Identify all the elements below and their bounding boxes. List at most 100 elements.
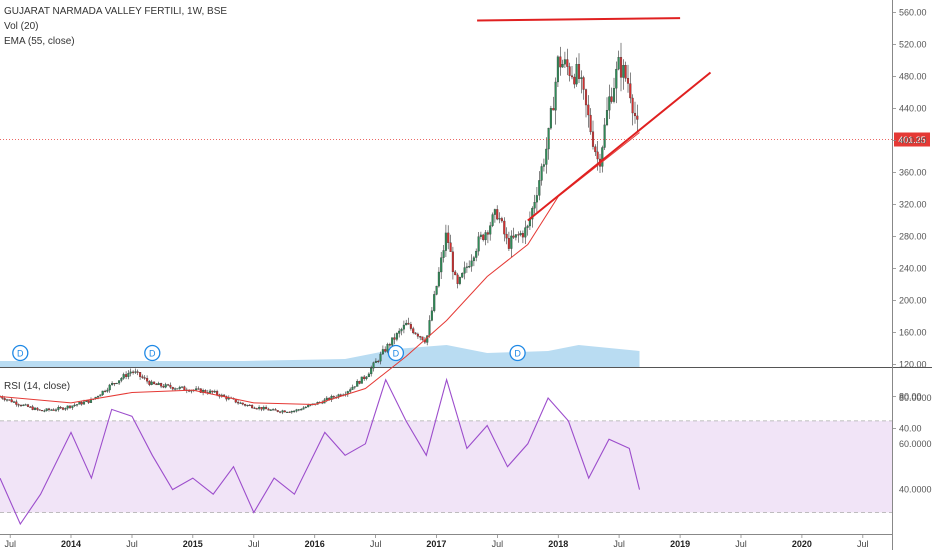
last-price-label-bg (894, 132, 930, 147)
candle-body (461, 273, 464, 278)
candle-body (381, 349, 384, 355)
x-tick-label: 2016 (305, 539, 325, 549)
candle-body (456, 274, 459, 284)
candle-body (307, 405, 310, 408)
candle-body (395, 333, 398, 340)
candle-body (552, 108, 555, 111)
candle-body (538, 180, 541, 196)
candle-body (101, 390, 104, 395)
candle-body (199, 388, 202, 393)
candle-body (388, 344, 391, 346)
candle-body (24, 404, 27, 406)
trendline-2 (527, 71, 712, 222)
price-y-tick: 80.00 (899, 392, 922, 402)
candle-body (108, 384, 111, 391)
candle-body (99, 394, 102, 397)
candle-body (591, 131, 595, 147)
candle-body (402, 324, 405, 330)
price-y-tick: 520.00 (899, 40, 927, 50)
candle-body (167, 384, 170, 386)
candle-body (113, 383, 116, 385)
candle-body (631, 97, 634, 114)
price-y-tick: 320.00 (899, 200, 927, 210)
candle-body (120, 378, 123, 381)
candle-body (570, 75, 574, 78)
candle-body (437, 271, 440, 287)
candle-body (178, 386, 181, 389)
candle-body (349, 389, 352, 392)
ema-legend[interactable]: EMA (55, close) (4, 36, 75, 47)
candle-body (286, 411, 289, 413)
candle-body (430, 310, 433, 321)
volume-legend[interactable]: Vol (20) (4, 21, 39, 32)
candle-body (465, 266, 468, 268)
dividend-marker-label: D (393, 349, 400, 359)
candle-body (566, 59, 569, 67)
last-price-label: 401.25 (898, 135, 926, 145)
candle-body (288, 411, 291, 413)
candle-body (605, 110, 609, 126)
candle-body (295, 409, 298, 412)
candle-body (300, 409, 303, 411)
candle-body (265, 407, 268, 410)
candle-body (3, 398, 6, 401)
candle-body (332, 396, 335, 398)
candle-body (393, 337, 396, 340)
candle-body (540, 166, 543, 181)
candle-body (379, 353, 382, 362)
candle-body (610, 96, 613, 102)
candle-body (608, 96, 611, 111)
candle-body (400, 329, 403, 332)
rsi-y-tick: 60.0000 (899, 439, 932, 449)
candle-body (61, 407, 65, 410)
candle-body (111, 383, 114, 386)
x-tick-label: 2014 (61, 539, 81, 549)
candle-body (524, 227, 527, 238)
candle-body (584, 89, 588, 106)
rsi-legend[interactable]: RSI (14, close) (4, 381, 71, 392)
price-y-tick: 360.00 (899, 168, 927, 178)
circle-d-icon (144, 344, 161, 362)
candle-body (281, 410, 284, 413)
candle-body (164, 384, 167, 388)
candle-body (568, 66, 571, 76)
candle-body (244, 404, 247, 406)
candle-body (629, 83, 632, 99)
candle-body (75, 404, 79, 406)
candle-body (365, 376, 368, 379)
candle-body (213, 391, 216, 393)
chart-legend-title[interactable]: GUJARAT NARMADA VALLEY FERTILI, 1W, BSE (4, 6, 228, 17)
candle-body (493, 209, 496, 215)
candle-body (80, 402, 83, 405)
candle-body (82, 401, 86, 405)
candle-body (521, 233, 524, 238)
candle-body (505, 233, 508, 239)
candle-body (260, 407, 263, 410)
candle-body (96, 396, 100, 398)
candle-body (52, 409, 55, 411)
x-tick-label: Jul (857, 539, 869, 549)
candle-body (594, 146, 597, 153)
candle-body (472, 257, 475, 262)
candle-body (549, 108, 552, 129)
candle-body (367, 373, 370, 378)
candle-body (573, 76, 576, 85)
candle-body (622, 65, 625, 78)
candle-body (253, 407, 256, 409)
candle-body (496, 209, 499, 220)
candle-body (409, 324, 412, 329)
trendline-1 (477, 17, 681, 22)
candle-body (209, 390, 212, 394)
candle-body (68, 405, 72, 408)
candle-body (412, 328, 415, 334)
candle-body (582, 77, 585, 90)
candle-body (407, 322, 410, 325)
candle-body (195, 388, 198, 391)
candle-body (258, 407, 261, 409)
candle-body (526, 225, 529, 228)
candle-body (45, 408, 48, 411)
candle-body (26, 404, 30, 407)
candle-body (575, 64, 578, 85)
